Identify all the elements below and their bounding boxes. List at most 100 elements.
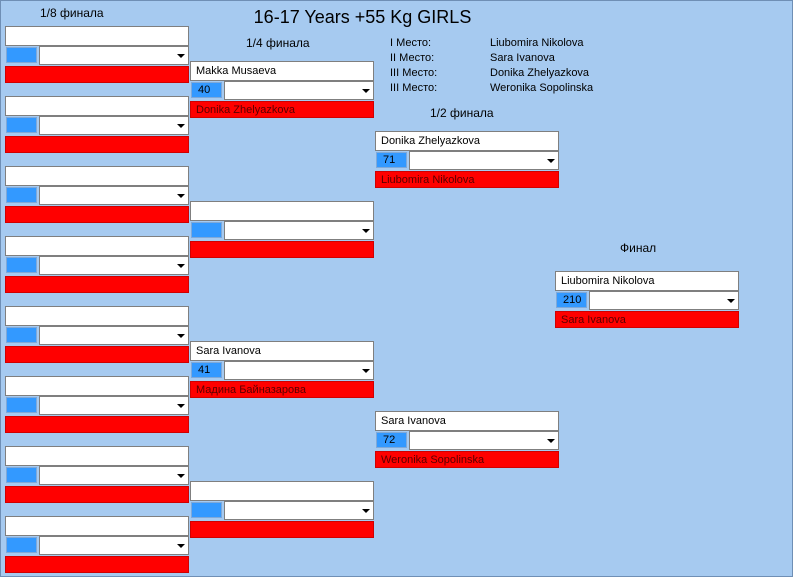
match-r16-8: [5, 516, 189, 574]
bout-number-field[interactable]: 72: [376, 432, 407, 448]
competitor-bottom-field[interactable]: [5, 346, 189, 363]
bout-number-field[interactable]: [6, 47, 37, 63]
bout-row: [5, 116, 189, 135]
bout-row: [5, 326, 189, 345]
competitor-top-field[interactable]: [5, 446, 189, 466]
place-name: Weronika Sopolinska: [490, 82, 594, 94]
competitor-bottom-field[interactable]: [190, 241, 374, 258]
winner-select[interactable]: [39, 46, 189, 65]
competitor-bottom-field[interactable]: [5, 486, 189, 503]
chevron-down-icon[interactable]: [177, 474, 185, 478]
bout-number-field[interactable]: [6, 397, 37, 413]
match-r16-3: [5, 166, 189, 224]
competitor-bottom-field[interactable]: [5, 416, 189, 433]
round-label-final: Финал: [620, 241, 657, 255]
place-row-4: III Место: Weronika Sopolinska: [390, 81, 605, 96]
winner-select[interactable]: [39, 186, 189, 205]
bout-row: [5, 186, 189, 205]
match-r16-1: [5, 26, 189, 84]
winner-select[interactable]: [409, 431, 559, 450]
match-qf-4: [190, 481, 374, 539]
bout-number-field[interactable]: [6, 327, 37, 343]
chevron-down-icon[interactable]: [177, 544, 185, 548]
bout-number-field[interactable]: 41: [191, 362, 222, 378]
chevron-down-icon[interactable]: [727, 299, 735, 303]
winner-select[interactable]: [39, 536, 189, 555]
competitor-bottom-field[interactable]: Liubomira Nikolova: [375, 171, 559, 188]
bout-row: [5, 536, 189, 555]
bout-number-field[interactable]: 40: [191, 82, 222, 98]
bout-number-field[interactable]: [6, 467, 37, 483]
winner-select[interactable]: [589, 291, 739, 310]
chevron-down-icon[interactable]: [547, 159, 555, 163]
winner-select[interactable]: [39, 326, 189, 345]
place-label: II Место:: [390, 52, 435, 64]
bout-number-field[interactable]: 71: [376, 152, 407, 168]
bout-row: 41: [190, 361, 374, 380]
chevron-down-icon[interactable]: [177, 334, 185, 338]
winner-select[interactable]: [39, 396, 189, 415]
competitor-bottom-field[interactable]: Weronika Sopolinska: [375, 451, 559, 468]
competitor-bottom-field[interactable]: [5, 276, 189, 293]
competitor-top-field[interactable]: [5, 516, 189, 536]
competitor-top-field[interactable]: Liubomira Nikolova: [555, 271, 739, 291]
winner-select[interactable]: [39, 256, 189, 275]
place-name: Donika Zhelyazkova: [490, 67, 590, 79]
winner-select[interactable]: [224, 81, 374, 100]
chevron-down-icon[interactable]: [177, 194, 185, 198]
competitor-bottom-field[interactable]: [5, 556, 189, 573]
bout-number-field[interactable]: [6, 187, 37, 203]
bout-number-field[interactable]: [6, 117, 37, 133]
places-list: I Место: Liubomira Nikolova II Место: Sa…: [390, 36, 605, 96]
winner-select[interactable]: [224, 361, 374, 380]
chevron-down-icon[interactable]: [177, 264, 185, 268]
bout-row: 72: [375, 431, 559, 450]
winner-select[interactable]: [39, 116, 189, 135]
competitor-bottom-field[interactable]: Мадина Байназарова: [190, 381, 374, 398]
match-qf-1: Makka Musaeva 40 Donika Zhelyazkova: [190, 61, 374, 119]
winner-select[interactable]: [409, 151, 559, 170]
bout-number-field[interactable]: [191, 502, 222, 518]
chevron-down-icon[interactable]: [177, 54, 185, 58]
competitor-top-field[interactable]: Sara Ivanova: [190, 341, 374, 361]
competitor-bottom-field[interactable]: [190, 521, 374, 538]
chevron-down-icon[interactable]: [362, 369, 370, 373]
bout-number-field[interactable]: [6, 257, 37, 273]
competitor-top-field[interactable]: [5, 26, 189, 46]
competitor-top-field[interactable]: [190, 481, 374, 501]
competitor-bottom-field[interactable]: Donika Zhelyazkova: [190, 101, 374, 118]
chevron-down-icon[interactable]: [177, 404, 185, 408]
winner-select[interactable]: [224, 221, 374, 240]
competitor-top-field[interactable]: [5, 306, 189, 326]
competitor-top-field[interactable]: [5, 96, 189, 116]
bout-number-field[interactable]: 210: [556, 292, 587, 308]
bout-number-field[interactable]: [6, 537, 37, 553]
competitor-top-field[interactable]: Sara Ivanova: [375, 411, 559, 431]
winner-select[interactable]: [224, 501, 374, 520]
chevron-down-icon[interactable]: [362, 89, 370, 93]
place-row-2: II Место: Sara Ivanova: [390, 51, 605, 66]
winner-select[interactable]: [39, 466, 189, 485]
round-label-sf: 1/2 финала: [430, 106, 494, 120]
competitor-bottom-field[interactable]: [5, 66, 189, 83]
competitor-top-field[interactable]: [5, 376, 189, 396]
competitor-top-field[interactable]: Makka Musaeva: [190, 61, 374, 81]
round-label-r16: 1/8 финала: [40, 6, 104, 20]
chevron-down-icon[interactable]: [177, 124, 185, 128]
competitor-bottom-field[interactable]: [5, 206, 189, 223]
competitor-bottom-field[interactable]: Sara Ivanova: [555, 311, 739, 328]
chevron-down-icon[interactable]: [362, 229, 370, 233]
competitor-top-field[interactable]: Donika Zhelyazkova: [375, 131, 559, 151]
chevron-down-icon[interactable]: [362, 509, 370, 513]
bout-row: [5, 396, 189, 415]
competitor-bottom-field[interactable]: [5, 136, 189, 153]
match-sf-1: Donika Zhelyazkova 71 Liubomira Nikolova: [375, 131, 559, 189]
bout-row: [5, 256, 189, 275]
chevron-down-icon[interactable]: [547, 439, 555, 443]
page-title: 16-17 Years +55 Kg GIRLS: [253, 7, 472, 27]
bout-number-field[interactable]: [191, 222, 222, 238]
competitor-top-field[interactable]: [5, 166, 189, 186]
competitor-top-field[interactable]: [5, 236, 189, 256]
competitor-top-field[interactable]: [190, 201, 374, 221]
bout-row: 71: [375, 151, 559, 170]
